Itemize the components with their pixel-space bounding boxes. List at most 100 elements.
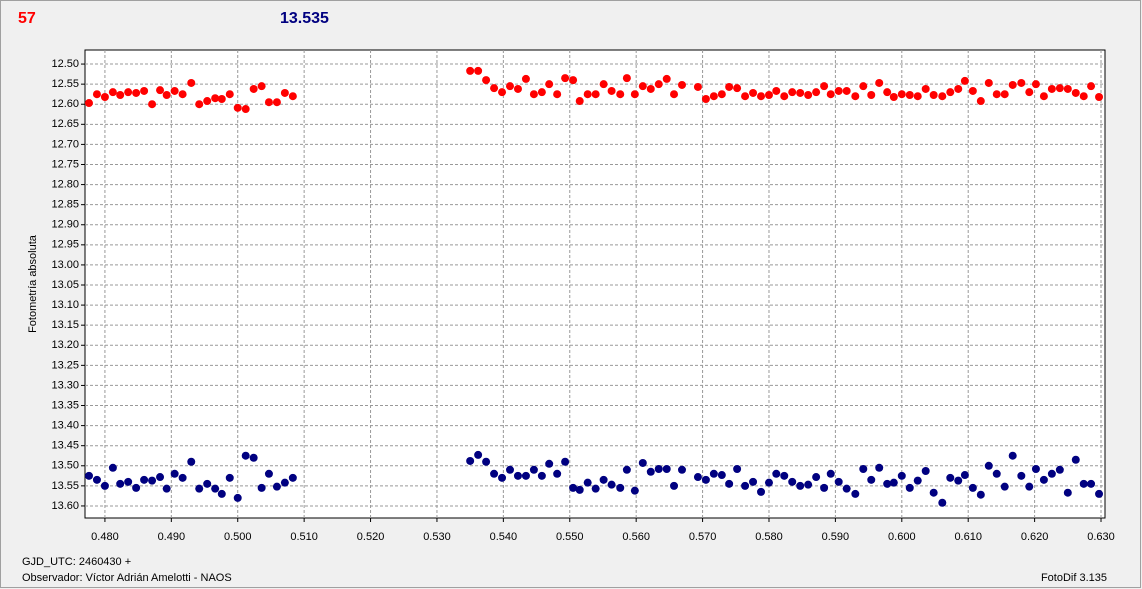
data-point [646, 467, 655, 476]
x-tick-label: 0.500 [224, 531, 252, 543]
data-point [203, 479, 212, 488]
data-point [725, 82, 734, 91]
data-point [788, 88, 797, 97]
y-tick-label: 13.00 [51, 259, 79, 271]
data-point [569, 483, 578, 492]
data-point [513, 471, 522, 480]
data-point [233, 103, 242, 112]
y-tick-label: 12.65 [51, 118, 79, 130]
y-tick-label: 13.20 [51, 339, 79, 351]
data-point [140, 86, 149, 95]
y-tick-label: 12.85 [51, 199, 79, 211]
data-point [187, 78, 196, 87]
data-point [474, 66, 483, 75]
data-point [272, 98, 281, 107]
data-point [630, 90, 639, 99]
data-point [859, 82, 868, 91]
data-point [241, 451, 250, 460]
data-point [233, 493, 242, 502]
data-point [1008, 451, 1017, 460]
data-point [646, 84, 655, 93]
data-point [913, 476, 922, 485]
data-point [749, 88, 758, 97]
data-point [780, 471, 789, 480]
x-tick-label: 0.560 [622, 531, 650, 543]
data-point [545, 80, 554, 89]
footer-observer: Observador: Víctor Adrián Amelotti - NAO… [22, 572, 232, 584]
data-point [905, 483, 914, 492]
data-point [867, 475, 876, 484]
data-point [1079, 479, 1088, 488]
data-point [842, 86, 851, 95]
data-point [622, 74, 631, 83]
data-point [490, 84, 499, 93]
data-point [820, 483, 829, 492]
data-point [733, 84, 742, 93]
data-point [812, 88, 821, 97]
data-point [654, 464, 663, 473]
data-point [693, 473, 702, 482]
data-point [178, 473, 187, 482]
data-point [976, 97, 985, 106]
data-point [725, 479, 734, 488]
data-point [851, 489, 860, 498]
x-tick-label: 0.590 [822, 531, 850, 543]
data-point [178, 90, 187, 99]
x-tick-label: 0.570 [689, 531, 717, 543]
data-point [288, 473, 297, 482]
y-tick-label: 12.70 [51, 138, 79, 150]
data-point [108, 88, 117, 97]
data-point [1039, 475, 1048, 484]
data-point [498, 88, 507, 97]
data-point [84, 471, 93, 480]
x-tick-label: 0.490 [158, 531, 186, 543]
data-point [162, 90, 171, 99]
plot-area [84, 49, 1106, 519]
data-point [599, 475, 608, 484]
data-point [225, 473, 234, 482]
data-point [851, 92, 860, 101]
data-point [741, 481, 750, 490]
data-point [561, 457, 570, 466]
data-point [883, 479, 892, 488]
data-point [984, 78, 993, 87]
y-tick-label: 13.30 [51, 379, 79, 391]
data-point [662, 74, 671, 83]
data-point [195, 100, 204, 109]
data-point [575, 97, 584, 106]
data-point [148, 100, 157, 109]
data-point [1031, 464, 1040, 473]
data-point [913, 92, 922, 101]
data-point [249, 453, 258, 462]
data-point [482, 76, 491, 85]
data-point [1017, 78, 1026, 87]
data-point [537, 471, 546, 480]
data-point [630, 486, 639, 495]
data-point [1047, 84, 1056, 93]
data-point [211, 484, 220, 493]
data-point [249, 84, 258, 93]
data-point [575, 485, 584, 494]
x-tick-label: 0.630 [1087, 531, 1115, 543]
y-tick-label: 12.75 [51, 158, 79, 170]
data-point [693, 82, 702, 91]
data-point [897, 471, 906, 480]
y-tick-label: 13.15 [51, 319, 79, 331]
data-point [859, 464, 868, 473]
data-point [638, 458, 647, 467]
data-point [217, 95, 226, 104]
data-point [466, 456, 475, 465]
data-point [583, 478, 592, 487]
data-point [757, 92, 766, 101]
data-point [92, 90, 101, 99]
data-point [132, 483, 141, 492]
y-tick-label: 13.25 [51, 359, 79, 371]
data-point [156, 86, 165, 95]
y-tick-label: 13.40 [51, 420, 79, 432]
data-point [170, 469, 179, 478]
data-point [875, 78, 884, 87]
y-tick-label: 12.55 [51, 78, 79, 90]
data-point [968, 86, 977, 95]
data-point [733, 464, 742, 473]
